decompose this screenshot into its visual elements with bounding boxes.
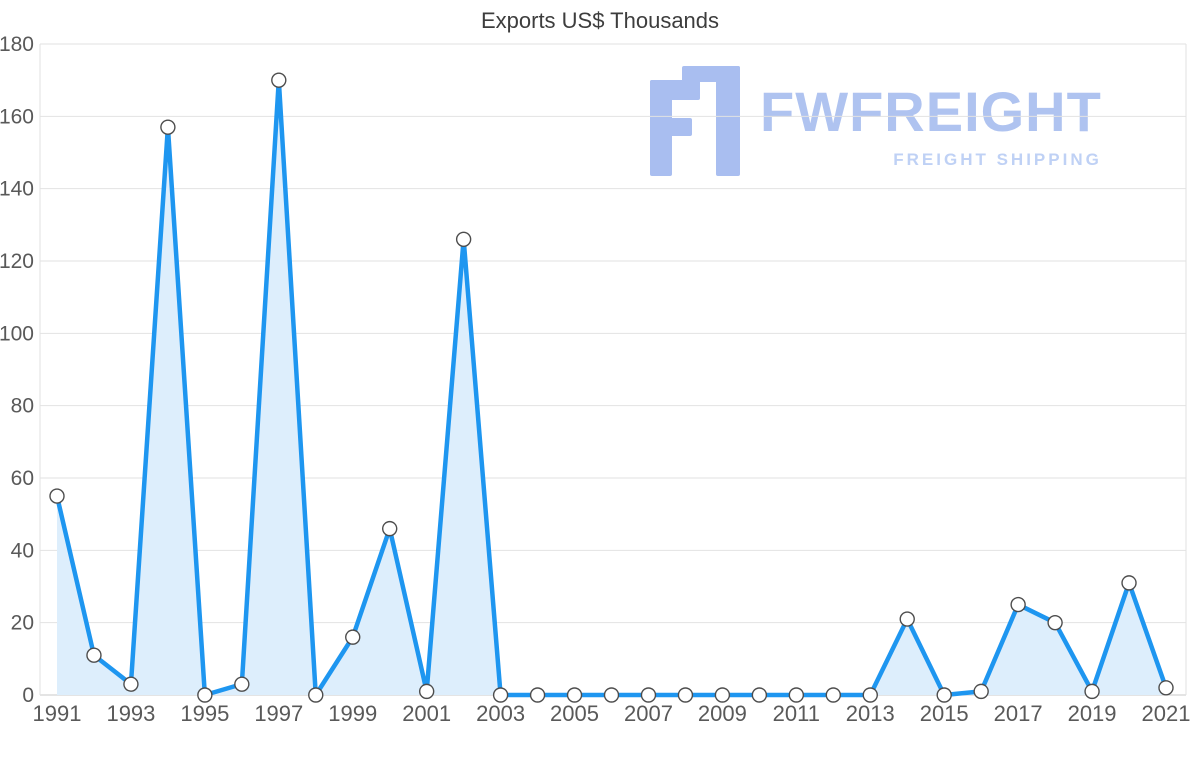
y-tick-label: 180 — [0, 33, 34, 56]
chart-title: Exports US$ Thousands — [480, 8, 720, 33]
x-tick-label: 2021 — [1142, 701, 1191, 726]
data-point-1991 — [49, 488, 65, 504]
data-point-2004 — [529, 687, 546, 703]
y-tick-label: 40 — [11, 539, 34, 562]
x-tick-label: 1991 — [33, 701, 82, 726]
data-point-1995 — [197, 687, 213, 703]
series-line — [54, 77, 1169, 698]
y-tick-label: 100 — [0, 322, 34, 345]
y-tick-label: 140 — [0, 178, 34, 201]
data-point-2003 — [492, 687, 509, 703]
x-tick-label: 1999 — [328, 701, 377, 726]
x-tick-label: 1997 — [254, 701, 303, 726]
data-point-2009 — [714, 687, 731, 703]
x-tick-label: 1993 — [106, 701, 155, 726]
x-tick-label: 2017 — [994, 701, 1043, 726]
x-tick-label: 2009 — [698, 701, 747, 726]
y-tick-label: 20 — [11, 612, 34, 635]
data-point-2015 — [936, 687, 952, 703]
x-tick-label: 1995 — [180, 701, 229, 726]
data-point-1992 — [86, 647, 102, 663]
y-tick-label: 60 — [11, 467, 34, 490]
x-tick-label: 2013 — [846, 701, 895, 726]
x-tick-label: 2007 — [624, 701, 673, 726]
y-tick-label: 120 — [0, 250, 34, 273]
x-tick-label: 2003 — [476, 701, 525, 726]
data-point-1998 — [308, 687, 324, 703]
data-point-2000 — [382, 520, 398, 537]
data-point-2005 — [566, 687, 583, 703]
data-point-2002 — [455, 231, 472, 248]
data-point-2016 — [973, 683, 989, 700]
data-point-2006 — [603, 687, 620, 703]
data-point-2017 — [1010, 596, 1026, 613]
y-tick-label: 0 — [22, 684, 34, 707]
data-point-2013 — [862, 687, 878, 703]
data-point-1993 — [123, 676, 139, 692]
x-tick-label: 2001 — [402, 701, 451, 726]
data-point-2021 — [1158, 680, 1174, 696]
x-tick-label: 2015 — [920, 701, 969, 726]
data-point-1996 — [234, 676, 250, 692]
x-tick-label: 2011 — [773, 701, 820, 726]
data-point-2010 — [751, 687, 768, 703]
data-point-2012 — [825, 687, 841, 703]
data-point-2019 — [1084, 683, 1100, 700]
data-point-2001 — [418, 683, 435, 700]
data-point-2011 — [788, 687, 805, 703]
data-point-2020 — [1121, 575, 1137, 591]
y-tick-label: 160 — [0, 105, 34, 128]
x-tick-label: 2019 — [1068, 701, 1117, 726]
data-point-2014 — [899, 611, 915, 627]
area-fill — [57, 80, 1166, 695]
x-tick-label: 2005 — [550, 701, 599, 726]
data-point-2018 — [1047, 614, 1063, 631]
data-point-1999 — [345, 629, 361, 645]
data-point-1994 — [160, 119, 176, 135]
data-point-2007 — [640, 687, 657, 703]
data-point-1997 — [271, 72, 287, 88]
y-tick-label: 80 — [11, 395, 34, 418]
data-point-2008 — [677, 687, 694, 703]
